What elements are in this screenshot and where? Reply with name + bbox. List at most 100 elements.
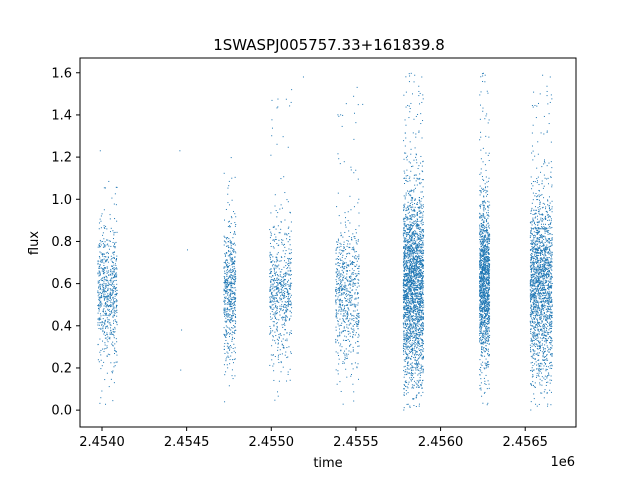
data-point — [405, 341, 407, 343]
data-point — [231, 269, 233, 271]
data-point — [101, 284, 103, 286]
data-point — [286, 268, 288, 270]
data-point — [269, 301, 271, 303]
data-point — [277, 291, 279, 293]
data-point — [230, 306, 232, 308]
data-point — [284, 301, 286, 303]
data-point — [412, 248, 414, 250]
data-point — [105, 337, 107, 339]
data-point — [116, 300, 118, 302]
data-point — [110, 306, 112, 308]
data-point — [409, 297, 411, 299]
data-point — [405, 324, 407, 326]
data-point — [403, 305, 405, 307]
data-point — [421, 305, 423, 307]
data-point — [416, 297, 418, 299]
data-point — [290, 285, 292, 287]
data-point — [421, 251, 423, 253]
data-point — [355, 251, 357, 253]
data-point — [270, 331, 272, 333]
data-point — [234, 292, 236, 294]
data-point — [408, 278, 410, 280]
data-point — [290, 303, 292, 305]
data-point — [403, 241, 405, 243]
data-point — [231, 297, 233, 299]
data-point — [411, 335, 413, 337]
data-point — [402, 296, 404, 298]
data-point — [402, 283, 404, 285]
data-point — [416, 273, 418, 275]
data-point — [282, 280, 284, 282]
data-point — [421, 208, 423, 210]
data-point — [288, 252, 290, 254]
data-point — [358, 198, 360, 200]
data-point — [275, 236, 277, 238]
data-point — [344, 231, 346, 233]
data-point — [335, 289, 337, 291]
data-point — [422, 324, 424, 326]
data-point — [420, 315, 422, 317]
data-point — [340, 286, 342, 288]
data-point — [349, 291, 351, 293]
data-point — [352, 325, 354, 327]
data-point — [283, 260, 285, 262]
data-point — [481, 318, 483, 320]
data-point — [106, 272, 108, 274]
data-point — [409, 342, 411, 344]
data-point — [417, 307, 419, 309]
data-point — [116, 312, 118, 314]
data-point — [421, 275, 423, 277]
data-point — [351, 319, 353, 321]
data-point — [278, 288, 280, 290]
data-point — [407, 254, 409, 256]
data-point — [411, 267, 413, 269]
data-point — [404, 342, 406, 344]
data-point — [114, 294, 116, 296]
data-point — [277, 349, 279, 351]
data-point — [409, 224, 411, 226]
data-point — [270, 279, 272, 281]
data-point — [109, 310, 111, 312]
data-point — [108, 245, 110, 247]
data-point — [336, 314, 338, 316]
data-point — [273, 282, 275, 284]
data-point — [285, 98, 287, 100]
data-point — [234, 231, 236, 233]
data-point — [274, 233, 276, 235]
data-point — [418, 131, 420, 133]
data-point — [414, 284, 416, 286]
data-point — [103, 246, 105, 248]
data-point — [414, 344, 416, 346]
data-point — [281, 284, 283, 286]
data-point — [421, 262, 423, 264]
data-point — [423, 348, 425, 350]
data-point — [355, 297, 357, 299]
data-point — [349, 295, 351, 297]
data-point — [103, 187, 105, 189]
data-point — [342, 262, 344, 264]
data-point — [407, 234, 409, 235]
data-point — [348, 283, 350, 285]
data-point — [112, 333, 114, 335]
data-point — [273, 240, 275, 242]
data-point — [408, 161, 410, 163]
data-point — [108, 337, 110, 339]
data-point — [350, 375, 352, 377]
data-point — [410, 217, 412, 219]
data-point — [355, 242, 357, 244]
data-point — [230, 315, 232, 317]
data-point — [418, 280, 420, 282]
data-point — [419, 285, 421, 287]
data-point — [235, 278, 237, 280]
data-point — [285, 274, 287, 276]
data-point — [341, 284, 343, 286]
data-point — [419, 283, 421, 285]
data-point — [407, 335, 409, 337]
data-point — [422, 312, 424, 314]
data-point — [417, 370, 419, 371]
data-point — [228, 313, 230, 315]
data-point — [335, 288, 337, 290]
data-point — [407, 282, 409, 284]
data-point — [347, 308, 349, 310]
data-point — [415, 296, 417, 298]
